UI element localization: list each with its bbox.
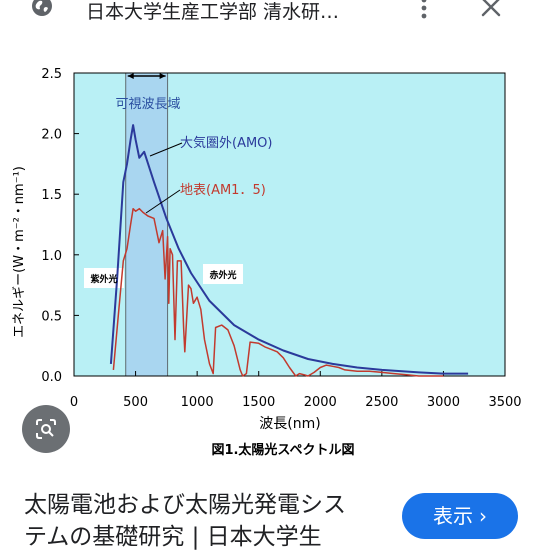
y-tick-label-5: 2.5: [41, 67, 62, 82]
series-line-0: [109, 124, 469, 375]
y-axis-label: エネルギー(W・m⁻²・nm⁻¹): [12, 166, 27, 338]
site-title[interactable]: 日本大学生産工学部 清水研…: [86, 1, 340, 23]
uv-label-box: [84, 268, 124, 288]
visit-button[interactable]: 表示 ›: [402, 493, 518, 539]
more-vert-icon[interactable]: [416, 0, 432, 20]
x-tick-label-0: 0: [70, 395, 78, 410]
arrow-head-left: [127, 73, 134, 79]
result-title-line2: テムの基礎研究 | 日本大学生: [24, 524, 322, 550]
globe-icon: [32, 0, 52, 16]
close-icon[interactable]: [479, 0, 503, 19]
x-tick-label-1: 500: [123, 395, 148, 410]
y-tick-label-2: 1.0: [41, 249, 62, 264]
y-tick-label-3: 1.5: [41, 188, 62, 203]
arrow-head-right: [159, 73, 166, 79]
x-tick-label-6: 3000: [427, 395, 460, 410]
x-tick-label-5: 2500: [365, 395, 398, 410]
figure-caption: 図1.太陽光スペクトル図: [211, 442, 354, 458]
visit-button-label: 表示: [433, 504, 473, 528]
result-title[interactable]: 太陽電池および太陽光発電シス テムの基礎研究 | 日本大学生: [24, 489, 394, 553]
y-tick-label-1: 0.5: [41, 309, 62, 324]
y-tick-label-0: 0.0: [41, 370, 62, 385]
series-label-am15: 地表(AM1．5): [180, 183, 266, 198]
am15-pointer: [145, 189, 181, 214]
ir-label-box: [203, 264, 243, 284]
chevron-right-icon: ›: [479, 504, 487, 528]
visible-band: [125, 72, 169, 377]
visible-range-label: 可視波長域: [115, 97, 180, 112]
x-tick-label-3: 1500: [242, 395, 275, 410]
lens-search-icon: [36, 419, 56, 439]
series-line-1: [112, 207, 444, 377]
x-tick-label-4: 2000: [304, 395, 337, 410]
result-title-line1: 太陽電池および太陽光発電シス: [24, 492, 346, 518]
x-axis-label: 波長(nm): [259, 416, 320, 432]
spectrum-chart: 0.0 0.5 1.0 1.5 2.0 2.5 0 500 1000 1500 2000 2500 30…: [12, 67, 522, 458]
uv-label: 紫外光: [90, 273, 117, 285]
ir-label: 赤外光: [209, 269, 236, 281]
result-header: 日本大学生産工学部 清水研…: [0, 0, 540, 28]
x-tick-label-2: 1000: [181, 395, 214, 410]
lens-search-button[interactable]: [22, 405, 70, 453]
spectrum-figure[interactable]: 0.0 0.5 1.0 1.5 2.0 2.5 0 500 1000 1500 2000 2500 30…: [0, 30, 540, 470]
y-tick-label-4: 2.0: [41, 128, 62, 143]
plot-frame: [73, 72, 506, 377]
x-tick-label-7: 3500: [488, 395, 521, 410]
amo-pointer: [149, 142, 183, 157]
series-label-amo: 大気圏外(AMO): [180, 135, 273, 151]
